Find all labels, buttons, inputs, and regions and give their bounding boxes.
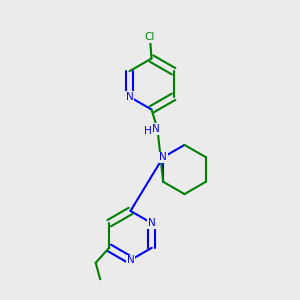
Text: N: N	[159, 152, 167, 162]
Text: N: N	[125, 92, 133, 102]
Text: N: N	[148, 218, 156, 228]
Text: H: H	[144, 126, 152, 136]
Text: N: N	[127, 255, 134, 265]
Text: N: N	[152, 124, 160, 134]
Text: Cl: Cl	[145, 32, 155, 43]
